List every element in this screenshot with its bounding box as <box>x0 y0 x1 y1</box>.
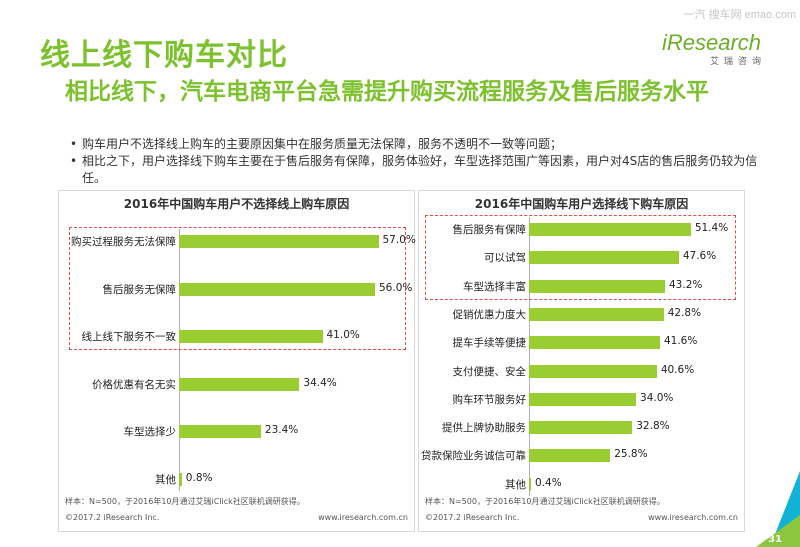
chart-row: 其他 0.8% <box>59 471 414 487</box>
chart-row: 其他 0.4% <box>419 476 744 492</box>
bar-value-label: 47.6% <box>682 250 717 263</box>
bar-value-label: 0.8% <box>185 471 213 484</box>
watermark-logo: 一汽 搜车网 emao.com <box>683 9 796 21</box>
bar-value-label: 0.4% <box>535 476 562 489</box>
bar <box>529 449 611 463</box>
bar-category-label: 其他 <box>505 478 526 491</box>
chart-axis-line <box>529 217 530 496</box>
copyright-text: ©2017.2 iResearch Inc. <box>65 513 160 522</box>
website-text: www.iresearch.com.cn <box>318 513 408 522</box>
bar <box>179 330 323 343</box>
bar <box>179 235 379 248</box>
chart-row: 可以试驾 47.6% <box>419 249 744 265</box>
bar <box>529 477 531 491</box>
chart-title: 2016年中国购车用户选择线下购车原因 <box>474 197 689 211</box>
bar-value-label: 41.0% <box>326 329 360 341</box>
page-number: 31 <box>768 534 782 545</box>
bar-category-label: 价格优惠有名无实 <box>92 378 176 391</box>
page-subtitle: 相比线下，汽车电商平台急需提升购买流程服务及售后服务水平 <box>65 79 709 105</box>
bar <box>179 377 300 391</box>
bar-value-label: 51.4% <box>694 222 729 234</box>
bar <box>529 392 637 406</box>
chart-sample-note: 样本：N=500，于2016年10月通过艾瑞iClick社区联机调研获得。 <box>425 497 665 506</box>
bar-category-label: 车型选择少 <box>123 426 177 438</box>
bar-value-label: 40.6% <box>660 363 695 376</box>
bar <box>529 223 691 236</box>
chart-row: 车型选择丰富 43.2% <box>419 278 744 294</box>
bar-value-label: 23.4% <box>264 424 299 436</box>
highlight-box <box>425 215 736 300</box>
page-title: 线上线下购车对比 <box>40 38 288 73</box>
bar-category-label: 售后服务无保障 <box>102 283 177 296</box>
bar <box>179 282 375 296</box>
chart-panel-left: 2016年中国购车用户不选择线上购车原因 购买过程服务无法保障 57.0% 售后服务… <box>58 190 416 532</box>
bar-category-label: 购买过程服务无法保障 <box>71 236 176 248</box>
bar-value-label: 41.6% <box>663 335 698 348</box>
bar <box>529 279 665 293</box>
bar-category-label: 促销优惠力度大 <box>452 308 527 321</box>
bar-value-label: 32.8% <box>636 420 670 433</box>
chart-row: 价格优惠有名无实 34.4% <box>59 376 414 392</box>
chart-row: 支付便捷、安全 40.6% <box>419 363 744 379</box>
chart-row: 购车环节服务好 34.0% <box>419 391 744 407</box>
bar <box>179 425 261 438</box>
bar-value-label: 57.0% <box>382 234 416 246</box>
bar-value-label: 34.0% <box>640 391 674 404</box>
bar <box>529 336 660 350</box>
bullet-item: 相比之下，用户选择线下购车主要在于售后服务有保障，服务体验好，车型选择范围广等因… <box>70 153 770 187</box>
bar-category-label: 线上线下服务不一致 <box>81 331 177 343</box>
bar-category-label: 车型选择丰富 <box>463 280 526 293</box>
chart-row: 促销优惠力度大 42.8% <box>419 306 744 322</box>
bar-value-label: 43.2% <box>669 278 703 291</box>
bullet-list: 购车用户不选择线上购车的主要原因集中在服务质量无法保障，服务不透明不一致等问题；… <box>70 136 770 187</box>
bar <box>529 251 679 265</box>
chart-panel-right: 2016年中国购车用户选择线下购车原因 售后服务有保障 51.4% 可以试驾 47.6… <box>418 190 745 532</box>
bar-value-label: 56.0% <box>379 281 413 294</box>
chart-row: 贷款保险业务诚信可靠 25.8% <box>419 447 744 463</box>
bar-category-label: 提车手续等便捷 <box>452 337 527 350</box>
bar-category-label: 购车环节服务好 <box>452 393 527 406</box>
bar-category-label: 贷款保险业务诚信可靠 <box>421 450 526 463</box>
chart-title: 2016年中国购车用户不选择线上购车原因 <box>123 197 350 211</box>
bar-category-label: 可以试驾 <box>484 252 526 265</box>
chart-row: 车型选择少 23.4% <box>59 423 414 439</box>
corner-decoration <box>756 515 800 547</box>
copyright-text: ©2017.2 iResearch Inc. <box>425 513 520 522</box>
bar-category-label: 售后服务有保障 <box>452 224 527 236</box>
chart-row: 售后服务有保障 51.4% <box>419 221 744 237</box>
bar <box>529 364 657 378</box>
chart-sample-note: 样本：N=500，于2016年10月通过艾瑞iClick社区联机调研获得。 <box>65 497 305 506</box>
chart-axis-line <box>179 229 180 491</box>
bar-category-label: 支付便捷、安全 <box>452 365 527 378</box>
iresearch-logo: iResearch 艾瑞咨询 <box>662 30 774 76</box>
bar <box>529 421 633 435</box>
bar <box>529 307 664 321</box>
highlight-box <box>69 227 406 350</box>
logo-text: iResearch <box>662 30 762 55</box>
chart-row: 线上线下服务不一致 41.0% <box>59 328 414 344</box>
logo-subtext: 艾瑞咨询 <box>710 57 767 67</box>
bar-value-label: 42.8% <box>667 306 702 319</box>
bar <box>179 472 182 486</box>
bar-value-label: 25.8% <box>614 448 648 461</box>
chart-row: 购买过程服务无法保障 57.0% <box>59 233 416 249</box>
bullet-item: 购车用户不选择线上购车的主要原因集中在服务质量无法保障，服务不透明不一致等问题； <box>70 136 770 153</box>
website-text: www.iresearch.com.cn <box>648 513 738 522</box>
chart-row: 提供上牌协助服务 32.8% <box>419 419 744 435</box>
chart-row: 提车手续等便捷 41.6% <box>419 334 744 350</box>
bar-value-label: 34.4% <box>303 376 337 389</box>
chart-row: 售后服务无保障 56.0% <box>59 281 414 297</box>
bar-category-label: 其他 <box>155 473 176 486</box>
bar-category-label: 提供上牌协助服务 <box>442 422 526 435</box>
